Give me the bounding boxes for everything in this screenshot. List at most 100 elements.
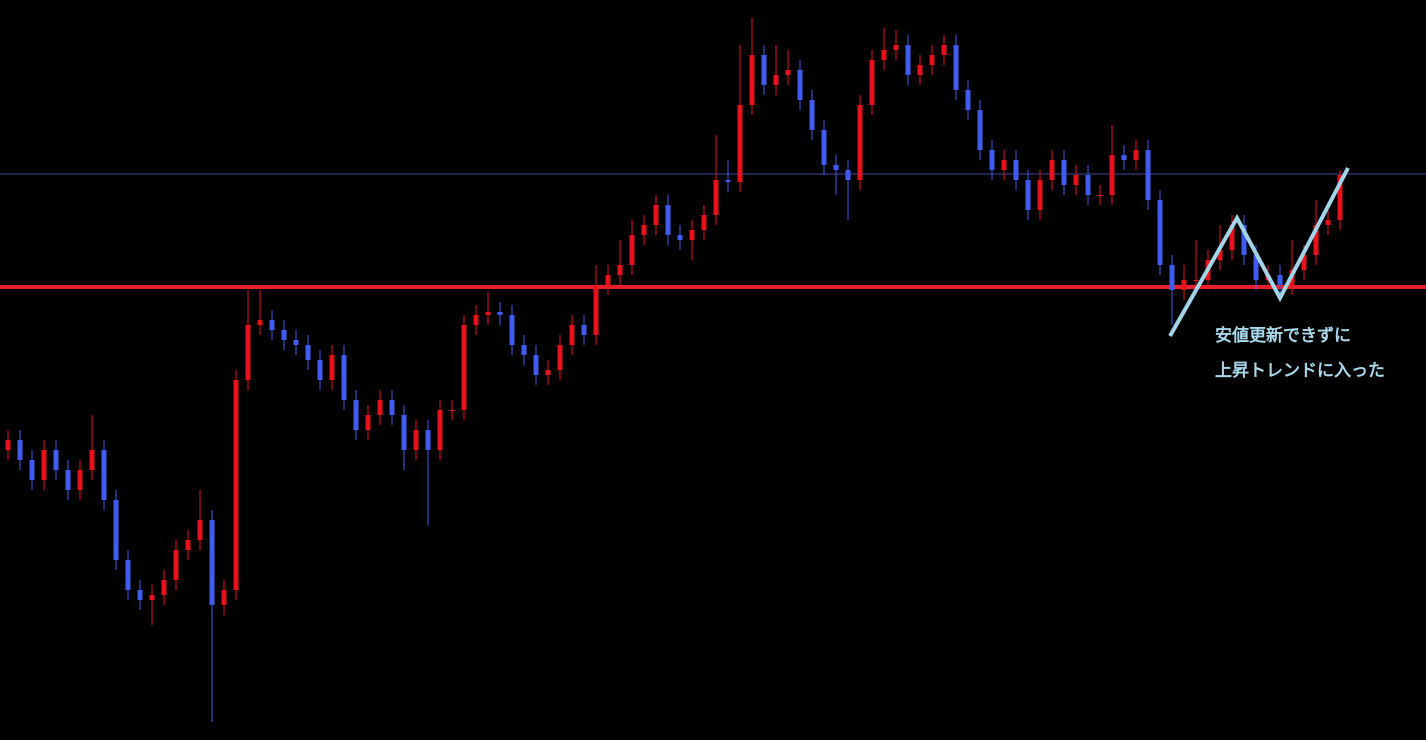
candle-body xyxy=(545,370,551,375)
candle-body xyxy=(1241,225,1247,255)
candle-body xyxy=(41,450,47,480)
candle-body xyxy=(977,110,983,150)
candle-body xyxy=(965,90,971,110)
candle-body xyxy=(677,235,683,240)
candle-body xyxy=(437,410,443,450)
candle-body xyxy=(401,415,407,450)
candle-body xyxy=(653,205,659,225)
candle-body xyxy=(773,75,779,85)
candle-body xyxy=(713,180,719,215)
candle-body xyxy=(317,360,323,380)
candle-body xyxy=(533,355,539,375)
candle-body xyxy=(617,265,623,275)
candle-body xyxy=(1193,280,1199,281)
candle-body xyxy=(137,590,143,600)
candle-body xyxy=(641,225,647,235)
candle-body xyxy=(797,70,803,100)
candle-body xyxy=(281,330,287,340)
candle-body xyxy=(1337,175,1343,220)
candle-body xyxy=(701,215,707,230)
candle-body xyxy=(233,380,239,590)
candle-body xyxy=(1313,225,1319,255)
candle-body xyxy=(809,100,815,130)
candle-body xyxy=(989,150,995,170)
candle-body xyxy=(149,595,155,600)
candle-body xyxy=(1061,160,1067,185)
candle-body xyxy=(581,325,587,335)
candle-body xyxy=(365,415,371,430)
candle-body xyxy=(689,230,695,240)
candle-body xyxy=(125,560,131,590)
candle-body xyxy=(221,590,227,605)
candle-body xyxy=(1109,155,1115,195)
candle-body xyxy=(389,400,395,415)
candle-body xyxy=(413,430,419,450)
candle-body xyxy=(473,315,479,325)
candle-body xyxy=(1181,280,1187,290)
candle-body xyxy=(593,285,599,335)
candle-body xyxy=(341,355,347,400)
candle-body xyxy=(1325,220,1331,225)
candle-body xyxy=(833,165,839,170)
candle-body xyxy=(329,355,335,380)
candle-body xyxy=(605,275,611,285)
candle-body xyxy=(785,70,791,75)
candle-body xyxy=(485,312,491,315)
candle-body xyxy=(749,55,755,105)
candle-body xyxy=(845,170,851,180)
candle-body xyxy=(737,105,743,182)
levels xyxy=(0,173,1426,289)
candle-body xyxy=(269,320,275,330)
candle-body xyxy=(725,180,731,182)
candle-body xyxy=(77,470,83,490)
candle-body xyxy=(89,450,95,470)
candle-body xyxy=(917,65,923,75)
candle-body xyxy=(953,45,959,90)
candle-body xyxy=(449,410,455,411)
candle-body xyxy=(905,45,911,75)
candle-body xyxy=(1217,250,1223,260)
candle-body xyxy=(197,520,203,540)
candle-body xyxy=(1121,155,1127,160)
candle-body xyxy=(893,45,899,50)
candle-body xyxy=(1145,150,1151,200)
candle-body xyxy=(113,500,119,560)
candle-body xyxy=(821,130,827,165)
candle-body xyxy=(65,470,71,490)
candle-body xyxy=(1097,195,1103,196)
candle-body xyxy=(857,105,863,180)
candle-body xyxy=(665,205,671,235)
candle-body xyxy=(1001,160,1007,170)
candle-body xyxy=(377,400,383,415)
candle-body xyxy=(761,55,767,85)
candle-body xyxy=(101,450,107,500)
candle-body xyxy=(1073,175,1079,185)
candle-body xyxy=(497,312,503,315)
candle-body xyxy=(5,440,11,450)
zigzag-annotation xyxy=(1168,167,1350,337)
candle-body xyxy=(1025,180,1031,210)
candle-body xyxy=(29,460,35,480)
candle-body xyxy=(1013,160,1019,180)
annotation: 上昇トレンドに入った xyxy=(1215,361,1385,381)
candle-body xyxy=(1037,180,1043,210)
candle-body xyxy=(569,325,575,345)
candle-body xyxy=(869,60,875,105)
candle-body xyxy=(509,315,515,345)
candle-body xyxy=(1229,225,1235,250)
candle-body xyxy=(53,450,59,470)
candle-body xyxy=(257,320,263,325)
candle-body xyxy=(1253,255,1259,280)
candle-body xyxy=(557,345,563,370)
candle-body xyxy=(1277,275,1283,285)
candle-body xyxy=(293,340,299,345)
candle-body xyxy=(17,440,23,460)
candle-body xyxy=(1169,265,1175,290)
candle-body xyxy=(881,50,887,60)
candle-body xyxy=(521,345,527,355)
candle-body xyxy=(173,550,179,580)
candles xyxy=(5,18,1343,722)
